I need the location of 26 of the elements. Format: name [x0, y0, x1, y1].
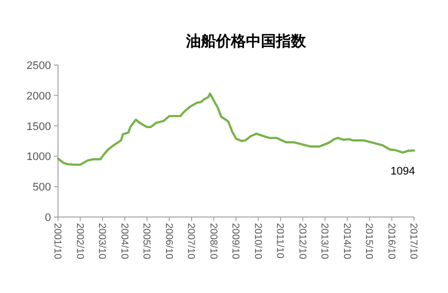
chart-title: 油船价格中国指数	[185, 33, 307, 50]
y-tick-label: 2000	[26, 90, 51, 102]
y-tick-label: 0	[44, 212, 51, 224]
x-tick-label: 2013/10	[318, 223, 330, 260]
x-tick-label: 2003/10	[96, 223, 107, 260]
line-series	[56, 92, 416, 166]
y-tick-label: 1500	[26, 120, 51, 133]
y-tick-label: 500	[32, 182, 51, 194]
x-tick-label: 2011/10	[274, 223, 285, 259]
y-tick-label: 2500	[26, 60, 51, 72]
data-label: 1094	[390, 165, 415, 178]
x-tick-label: 2007/10	[185, 223, 196, 260]
x-tick-label: 2015/10	[363, 223, 374, 260]
x-tick-label: 2005/10	[140, 223, 152, 260]
x-tick-label: 2010/10	[252, 223, 263, 260]
x-tick-label: 2014/10	[340, 223, 352, 260]
y-tick-label: 1000	[26, 151, 51, 164]
x-tick-label: 2001/10	[52, 223, 62, 260]
x-tick-label: 2004/10	[118, 223, 130, 260]
x-tick-label: 2002/10	[74, 223, 85, 260]
x-tick-label: 2009/10	[230, 223, 240, 260]
x-tick-label: 2006/10	[162, 223, 174, 260]
x-tick-label: 2016/10	[385, 223, 396, 260]
x-tick-label: 2008/10	[207, 223, 218, 260]
x-tick-label: 2012/10	[296, 223, 308, 260]
x-tick-label: 2017/10	[408, 223, 418, 260]
